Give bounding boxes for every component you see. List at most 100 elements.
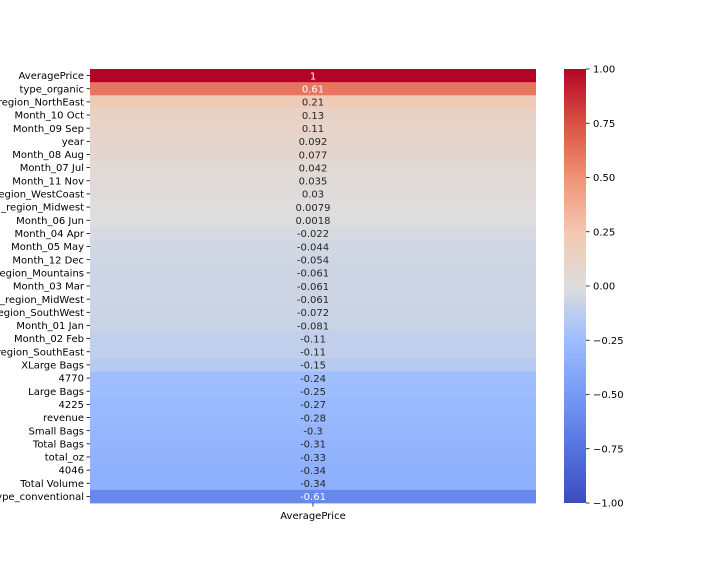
y-tick-label: AveragePrice xyxy=(19,71,84,82)
colorbar-tick-label: 0.50 xyxy=(593,173,615,184)
cell-value-label: 0.077 xyxy=(299,150,328,161)
heatmap-cell-total-volume xyxy=(90,476,536,491)
y-tick-label: Month_08 Aug xyxy=(12,150,84,161)
y-tick-label: region_SouthEast xyxy=(0,347,84,358)
colorbar-tick-label: 0.00 xyxy=(593,282,615,293)
cell-value-label: -0.3 xyxy=(303,426,323,437)
x-tick-label: AveragePrice xyxy=(280,511,345,522)
y-tick-label: revenue xyxy=(43,413,84,424)
y-tick-labels: AveragePrice type_organic region_NorthEast… xyxy=(0,71,90,503)
cell-value-label: -0.072 xyxy=(297,308,329,319)
y-tick-label: region_NorthEast xyxy=(0,97,84,108)
cell-value-label: -0.25 xyxy=(300,387,326,398)
colorbar-tick-label: −0.75 xyxy=(593,444,624,455)
y-tick-label: 4225 xyxy=(59,400,84,411)
heatmap-cell-region-westcoast xyxy=(90,187,536,201)
cell-value-label: -0.24 xyxy=(300,374,326,385)
cell-value-label: 0.035 xyxy=(299,177,328,188)
heatmap-cell-month-02-feb xyxy=(90,332,536,346)
cell-value-label: -0.33 xyxy=(300,453,326,464)
cell-value-label: 0.0018 xyxy=(296,216,331,227)
y-tick-label: Total Bags xyxy=(32,439,84,450)
heatmap-cell-revenue xyxy=(90,410,536,425)
cell-value-label: -0.34 xyxy=(300,466,326,477)
heatmap-cell-total-bags xyxy=(90,437,536,451)
heatmap-cell-region-midwest xyxy=(90,292,536,307)
heatmap-cell-month-09-sep xyxy=(90,121,536,136)
cell-value-label: 1 xyxy=(310,71,316,82)
y-tick-label: Month_03 Mar xyxy=(13,282,85,293)
heatmap-cell-type-conventional xyxy=(90,489,536,504)
cell-value-label: 0.042 xyxy=(299,163,328,174)
y-tick-label: Month_02 Feb xyxy=(14,334,84,345)
cell-value-label: -0.061 xyxy=(297,269,329,280)
cell-value-label: -0.28 xyxy=(300,413,326,424)
heatmap-rows: 1 0.61 0.21 0.13 0.11 0.092 0.077 0.042 0.035 0.0… xyxy=(90,69,536,504)
x-axis: AveragePrice xyxy=(280,503,346,522)
y-tick-label: Month_05 May xyxy=(11,242,84,253)
heatmap-cell-region-mountains xyxy=(90,266,536,280)
colorbar-tick-label: 1.00 xyxy=(593,65,615,76)
cell-value-label: 0.13 xyxy=(302,111,324,122)
y-tick-label: _region_Midwest xyxy=(0,203,84,214)
colorbar-tick-label: 0.25 xyxy=(593,227,615,238)
cell-value-label: -0.054 xyxy=(297,255,329,266)
heatmap-cell-4770 xyxy=(90,371,536,386)
heatmap-cell-small-bags xyxy=(90,424,536,438)
y-tick-label: 4046 xyxy=(59,466,84,477)
y-tick-label: region_WestCoast xyxy=(0,190,84,201)
y-tick-label: region_Mountains xyxy=(0,268,84,279)
heatmap-cell-month-12-dec xyxy=(90,253,536,267)
colorbar-tick-label: −1.00 xyxy=(593,499,624,510)
heatmap-cell-averageprice xyxy=(90,69,536,83)
heatmap-cell-year xyxy=(90,134,536,149)
y-tick-label: Month_07 Jul xyxy=(20,163,84,174)
y-tick-label: 4770 xyxy=(59,374,84,385)
y-tick-label: _region_MidWest xyxy=(0,295,84,306)
heatmap-cell-month-06-jun xyxy=(90,213,536,228)
colorbar: 1.00 0.75 0.50 0.25 0.00 −0.25 −0.50 −0.75 −1.00 xyxy=(564,65,624,510)
cell-value-label: -0.022 xyxy=(297,229,329,240)
y-tick-label: type_conventional xyxy=(0,492,84,503)
colorbar-tick-label: −0.25 xyxy=(593,336,624,347)
cell-value-label: -0.044 xyxy=(297,242,329,253)
cell-value-label: -0.081 xyxy=(297,321,329,332)
heatmap-cell-month-03-mar xyxy=(90,279,536,293)
colorbar-gradient xyxy=(564,69,586,503)
colorbar-tick-label: 0.75 xyxy=(593,119,615,130)
cell-value-label: -0.27 xyxy=(300,400,326,411)
y-tick-label: Month_01 Jan xyxy=(16,321,84,332)
heatmap-cell-total-oz xyxy=(90,450,536,464)
y-tick-label: Month_04 Apr xyxy=(14,229,84,240)
heatmap-cell-month-08-aug xyxy=(90,147,536,162)
cell-value-label: -0.34 xyxy=(300,479,326,490)
cell-value-label: 0.092 xyxy=(299,137,328,148)
cell-value-label: -0.61 xyxy=(300,492,326,503)
cell-value-label: 0.21 xyxy=(302,98,324,109)
y-tick-label: Month_12 Dec xyxy=(12,255,84,266)
heatmap-cell-type-organic xyxy=(90,82,536,96)
y-tick-label: type_organic xyxy=(20,84,84,95)
y-tick-label: XLarge Bags xyxy=(21,361,84,372)
heatmap-cell-region-northeast xyxy=(90,95,536,109)
cell-value-label: -0.11 xyxy=(300,348,326,359)
colorbar-tick-label: −0.50 xyxy=(593,390,624,401)
heatmap-cell-xlarge-bags xyxy=(90,358,536,372)
y-tick-label: Large Bags xyxy=(28,387,84,398)
heatmap-cell-large-bags xyxy=(90,384,536,399)
y-tick-label: Month_10 Oct xyxy=(14,111,84,122)
cell-value-label: -0.061 xyxy=(297,282,329,293)
cell-value-label: 0.0079 xyxy=(296,203,331,214)
cell-value-label: -0.15 xyxy=(300,361,326,372)
cell-value-label: 0.61 xyxy=(302,85,324,96)
y-tick-label: year xyxy=(62,137,85,148)
cell-value-label: 0.11 xyxy=(302,124,324,135)
heatmap-cell-region-southeast xyxy=(90,345,536,359)
heatmap-cell-month-10-oct xyxy=(90,108,536,123)
heatmap-cell-4046 xyxy=(90,463,536,478)
y-tick-label: region_SouthWest xyxy=(0,308,84,319)
y-tick-label: Month_06 Jun xyxy=(16,216,84,227)
heatmap-cell-month-11-nov xyxy=(90,174,536,188)
y-tick-label: total_oz xyxy=(45,453,84,464)
